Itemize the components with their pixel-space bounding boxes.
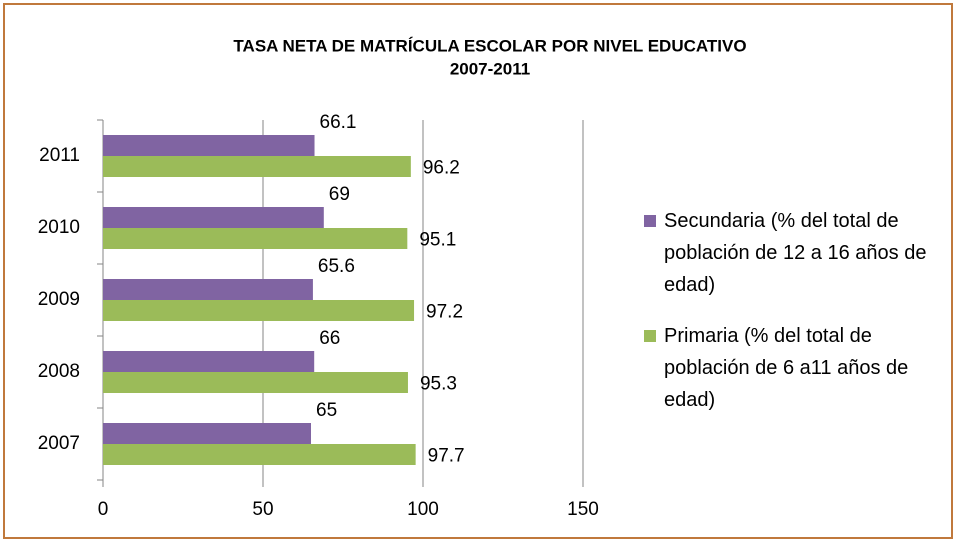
bar	[103, 444, 416, 465]
chart-title: TASA NETA DE MATRÍCULA ESCOLAR POR NIVEL…	[233, 36, 746, 55]
data-label: 65	[316, 400, 337, 421]
y-tick-label: 2008	[38, 361, 80, 382]
bar	[103, 351, 315, 372]
x-tick-label: 150	[567, 499, 599, 520]
legend-label: Primaria (% del total de población de 6 …	[664, 325, 909, 411]
data-label: 65.6	[318, 256, 355, 277]
data-label: 95.3	[420, 374, 457, 395]
data-label: 96.2	[423, 158, 460, 179]
bar	[103, 300, 415, 321]
y-tick-label: 2011	[39, 145, 80, 166]
data-label: 95.1	[419, 230, 456, 251]
chart-frame	[3, 3, 953, 539]
bar	[103, 135, 315, 156]
y-tick-label: 2010	[38, 217, 80, 238]
data-label: 66	[319, 328, 340, 349]
legend-item: Secundaria (% del total de población de …	[644, 205, 944, 301]
bar	[103, 423, 311, 444]
legend-item: Primaria (% del total de población de 6 …	[644, 320, 944, 416]
bar	[103, 156, 411, 177]
x-tick-label: 100	[407, 499, 439, 520]
legend-swatch	[644, 330, 656, 342]
data-label: 66.1	[320, 112, 357, 133]
bar	[103, 279, 313, 300]
x-tick-label: 0	[98, 499, 109, 520]
bar	[103, 372, 408, 393]
y-tick-label: 2007	[38, 433, 80, 454]
data-label: 97.7	[428, 446, 465, 467]
data-label: 69	[329, 184, 350, 205]
legend-swatch	[644, 215, 656, 227]
bar	[103, 207, 324, 228]
legend-label: Secundaria (% del total de población de …	[664, 210, 927, 296]
bar	[103, 228, 408, 249]
chart-title: 2007-2011	[450, 59, 530, 78]
x-tick-label: 50	[252, 499, 273, 520]
y-tick-label: 2009	[38, 289, 80, 310]
data-label: 97.2	[426, 302, 463, 323]
